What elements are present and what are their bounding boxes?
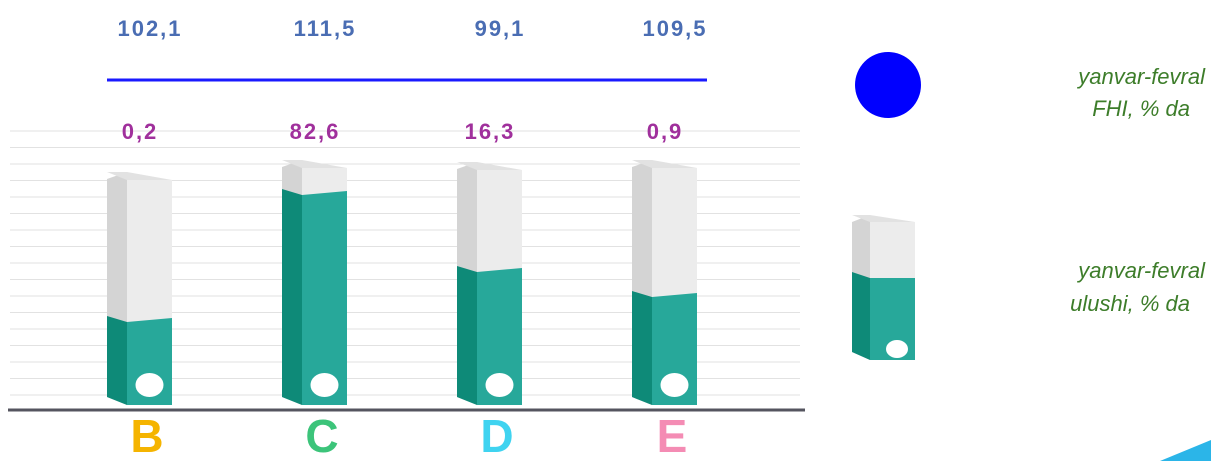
bar-fill-side [457,266,477,405]
column [457,162,522,405]
bar-dot [660,373,689,397]
column [107,172,172,405]
bar-top [282,160,347,168]
bar-fill-edge [652,293,697,299]
bar-fill-edge [302,191,347,197]
legend-share-text: ulushi, % da [1070,291,1190,316]
column [282,160,347,405]
bar-dot [135,373,164,397]
legend-share-icon [852,215,915,360]
bar-top [457,162,522,170]
share-label: 0,9 [647,119,684,144]
bar-fill-side [282,189,302,405]
fhi-label: 99,1 [475,16,526,41]
category-letter: D [480,410,513,461]
category-letter: E [657,410,688,461]
corner-decoration [1160,440,1211,461]
bar-top [107,172,172,180]
bar-fill-front [302,195,347,405]
fhi-label: 109,5 [642,16,707,41]
legend-fhi-text: yanvar-fevral [1076,64,1206,89]
share-label: 0,2 [122,119,159,144]
legend-fhi-icon [855,52,921,118]
share-label: 82,6 [290,119,341,144]
bar-dot [310,373,339,397]
column [632,160,697,405]
fhi-label: 102,1 [117,16,182,41]
legend-share-text: yanvar-fevral [1076,258,1206,283]
category-letter: B [130,410,163,461]
fhi-label: 111,5 [294,16,357,41]
legend-fhi-text: FHI, % da [1092,96,1190,121]
bar-dot [485,373,514,397]
bar-fill-edge [127,318,172,324]
bar-fill-side [632,291,652,405]
category-letter: C [305,410,338,461]
bar-top [632,160,697,168]
columns: 102,1 0,2 B 111,5 82,6 C 99,1 16,3 D 109,5 0,9 E [107,16,707,461]
bar-fill-edge [477,268,522,274]
share-label: 16,3 [465,119,516,144]
bar-fill-side [107,316,127,405]
